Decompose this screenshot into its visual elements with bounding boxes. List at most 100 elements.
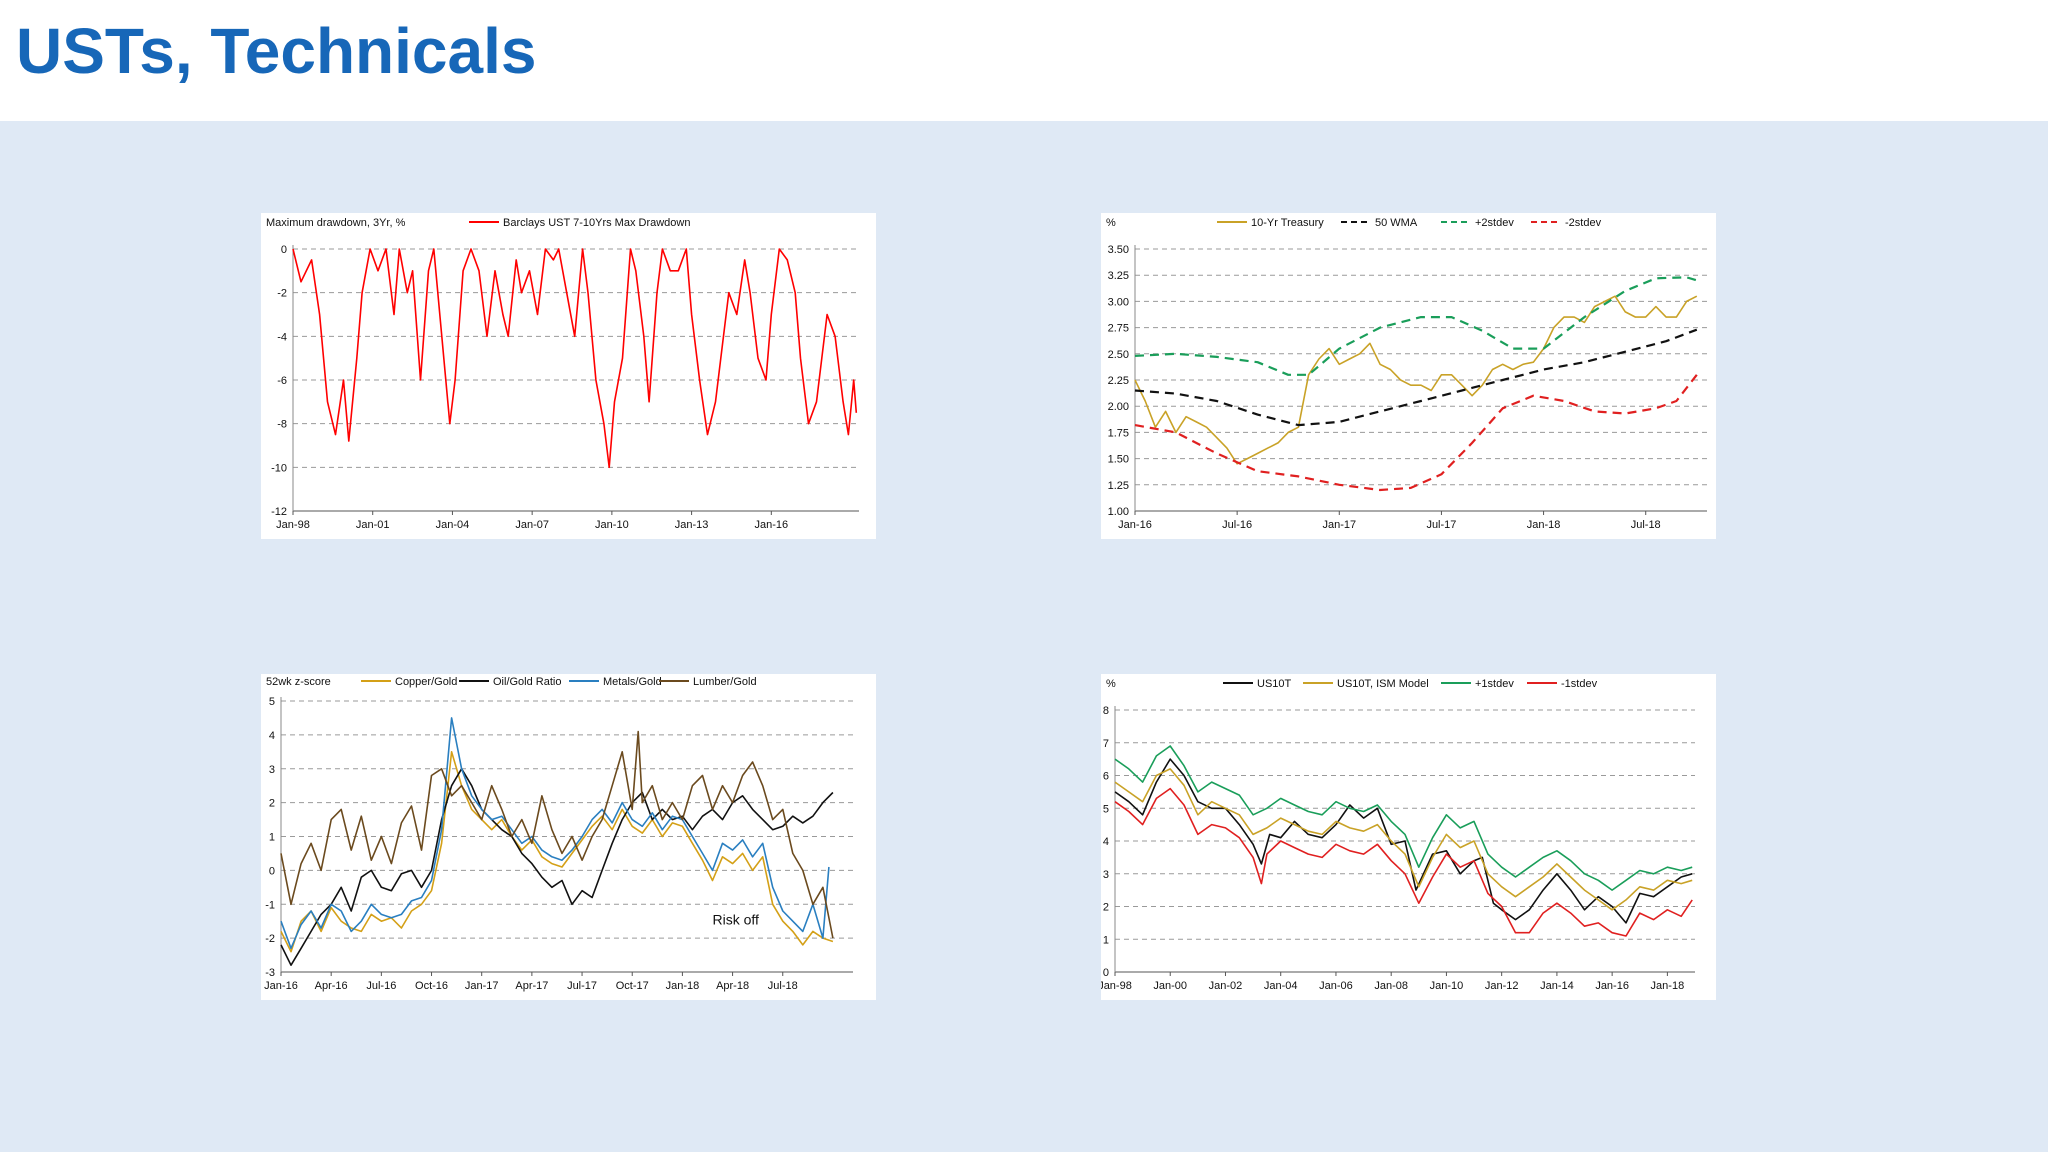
legend-label: 10-Yr Treasury bbox=[1251, 217, 1324, 229]
x-tick-label: Jan-10 bbox=[1430, 980, 1464, 992]
series-line-2stdev bbox=[1134, 374, 1698, 492]
x-tick-label: Jul-17 bbox=[567, 980, 597, 992]
chart-svg: Maximum drawdown, 3Yr, %0-2-4-6-8-10-12J… bbox=[266, 217, 859, 531]
x-tick-label: Jan-16 bbox=[1595, 980, 1629, 992]
x-tick-label: Apr-18 bbox=[716, 980, 749, 992]
x-tick-label: Oct-16 bbox=[415, 980, 448, 992]
legend-label: US10T bbox=[1257, 678, 1292, 690]
legend-label: US10T, ISM Model bbox=[1337, 678, 1429, 690]
x-tick-label: Apr-16 bbox=[315, 980, 348, 992]
x-tick-label: Jan-13 bbox=[675, 519, 709, 531]
series-line-oil-gold-ratio bbox=[280, 768, 834, 966]
y-tick-label: 1 bbox=[269, 832, 275, 844]
y-tick-label: 2.25 bbox=[1108, 375, 1129, 387]
x-tick-label: Jul-18 bbox=[768, 980, 798, 992]
axis-unit-label: % bbox=[1106, 217, 1116, 229]
y-tick-label: 3.25 bbox=[1108, 270, 1129, 282]
series-line-2stdev bbox=[1134, 276, 1698, 376]
y-tick-label: -2 bbox=[277, 288, 287, 300]
y-tick-label: -6 bbox=[277, 375, 287, 387]
legend-label: Copper/Gold bbox=[395, 676, 457, 688]
y-tick-label: 1.50 bbox=[1108, 454, 1129, 466]
y-tick-label: 3.50 bbox=[1108, 244, 1129, 256]
series-line-10-yr-treasury bbox=[1134, 295, 1698, 465]
header-bar: USTs, Technicals bbox=[0, 0, 2048, 121]
x-tick-label: Jan-00 bbox=[1153, 980, 1187, 992]
x-tick-label: Jan-04 bbox=[1264, 980, 1298, 992]
x-tick-label: Jul-17 bbox=[1426, 519, 1456, 531]
x-tick-label: Jan-10 bbox=[595, 519, 629, 531]
x-tick-label: Jul-16 bbox=[366, 980, 396, 992]
y-tick-label: 2 bbox=[1103, 902, 1109, 914]
series-line-lumber-gold bbox=[280, 730, 834, 939]
y-tick-label: 1 bbox=[1103, 934, 1109, 946]
legend-label: -2stdev bbox=[1565, 217, 1602, 229]
y-tick-label: 0 bbox=[1103, 967, 1109, 979]
x-tick-label: Jan-01 bbox=[356, 519, 390, 531]
y-tick-label: 6 bbox=[1103, 771, 1109, 783]
x-tick-label: Jan-17 bbox=[465, 980, 499, 992]
chart-panel-max-drawdown: Maximum drawdown, 3Yr, % 0 -2 -4 -6 -8 -10 -12 J… bbox=[261, 213, 876, 539]
x-tick-label: Jul-18 bbox=[1631, 519, 1661, 531]
legend-label: Lumber/Gold bbox=[693, 676, 757, 688]
x-tick-label: Oct-17 bbox=[616, 980, 649, 992]
x-tick-label: Jan-18 bbox=[666, 980, 700, 992]
x-tick-label: Apr-17 bbox=[515, 980, 548, 992]
series-line-us10t bbox=[1114, 758, 1693, 924]
x-tick-label: Jan-04 bbox=[436, 519, 470, 531]
y-tick-label: -8 bbox=[277, 419, 287, 431]
x-tick-label: Jan-16 bbox=[264, 980, 298, 992]
y-tick-label: -10 bbox=[271, 462, 287, 474]
x-tick-label: Jan-17 bbox=[1322, 519, 1356, 531]
axis-unit-label: 52wk z-score bbox=[266, 676, 331, 688]
series-line-1stdev bbox=[1114, 787, 1693, 937]
y-tick-label: 0 bbox=[269, 865, 275, 877]
x-tick-label: Jan-16 bbox=[1118, 519, 1152, 531]
y-tick-label: 5 bbox=[269, 696, 275, 708]
x-tick-label: Jan-18 bbox=[1527, 519, 1561, 531]
y-tick-label: 8 bbox=[1103, 705, 1109, 717]
x-tick-label: Jan-07 bbox=[515, 519, 549, 531]
x-tick-label: Jan-08 bbox=[1374, 980, 1408, 992]
series-line-50-wma bbox=[1134, 328, 1698, 427]
chart-svg: % 3.50 3.25 3.00 2.75 2.50 2.25 2.00 1.75 1.50 1.2… bbox=[1106, 217, 1707, 531]
x-tick-label: Jul-16 bbox=[1222, 519, 1252, 531]
chart-annotation: Risk off bbox=[713, 912, 760, 928]
y-tick-label: 3 bbox=[269, 764, 275, 776]
page-title: USTs, Technicals bbox=[16, 15, 537, 87]
legend-label: +1stdev bbox=[1475, 678, 1514, 690]
y-tick-label: -4 bbox=[277, 331, 287, 343]
x-tick-label: Jan-98 bbox=[1101, 980, 1132, 992]
x-tick-label: Jan-18 bbox=[1651, 980, 1685, 992]
y-tick-label: 4 bbox=[1103, 836, 1109, 848]
y-tick-label: 5 bbox=[1103, 803, 1109, 815]
chart-panel-10yr-treasury-bands: % 3.50 3.25 3.00 2.75 2.50 2.25 2.00 1.75 1.50 1.2… bbox=[1101, 213, 1716, 539]
legend-label: +2stdev bbox=[1475, 217, 1514, 229]
y-tick-label: 3 bbox=[1103, 869, 1109, 881]
legend-label: 50 WMA bbox=[1375, 217, 1418, 229]
y-tick-label: -2 bbox=[265, 933, 275, 945]
y-tick-label: -12 bbox=[271, 506, 287, 518]
legend-label: -1stdev bbox=[1561, 678, 1598, 690]
y-tick-label: 4 bbox=[269, 730, 275, 742]
y-tick-label: 3.00 bbox=[1108, 296, 1129, 308]
chart-panel-us10t-ism-model: % 8 7 6 5 4 3 2 1 0 Jan-98 Jan-00 Jan-02 Jan-04 Jan-06… bbox=[1101, 674, 1716, 1000]
x-tick-label: Jan-16 bbox=[754, 519, 788, 531]
series-line-1stdev bbox=[1114, 745, 1693, 891]
y-tick-label: 7 bbox=[1103, 738, 1109, 750]
y-tick-label: 2.75 bbox=[1108, 323, 1129, 335]
series-line-us10t-ism-model bbox=[1114, 768, 1693, 911]
series-line-metals-gold bbox=[280, 717, 830, 950]
y-tick-label: 2.00 bbox=[1108, 401, 1129, 413]
x-tick-label: Jan-02 bbox=[1209, 980, 1243, 992]
y-tick-label: 1.25 bbox=[1108, 480, 1129, 492]
legend-label: Barclays UST 7-10Yrs Max Drawdown bbox=[503, 217, 690, 229]
legend-label: Oil/Gold Ratio bbox=[493, 676, 561, 688]
x-tick-label: Jan-98 bbox=[276, 519, 310, 531]
y-tick-label: 0 bbox=[281, 244, 287, 256]
x-tick-label: Jan-06 bbox=[1319, 980, 1353, 992]
axis-unit-label: % bbox=[1106, 678, 1116, 690]
y-tick-label: 2.50 bbox=[1108, 349, 1129, 361]
